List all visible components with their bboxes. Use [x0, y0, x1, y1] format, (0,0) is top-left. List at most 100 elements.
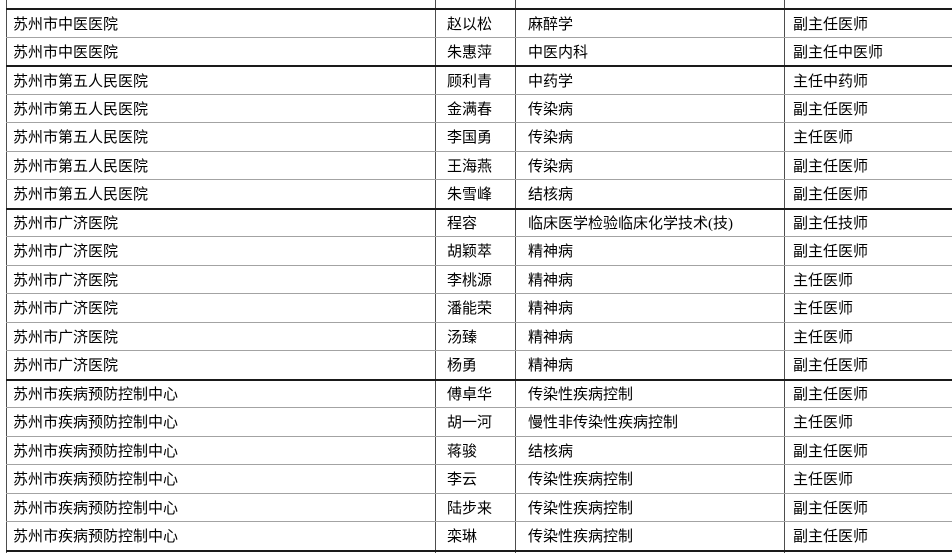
table-row: 苏州市第五人民医院 顾利青 中药学 主任中药师 [6, 65, 952, 94]
table-row: 苏州市广济医院 杨勇 精神病 副主任医师 [6, 350, 952, 379]
specialty-cell: 精神病 [515, 294, 784, 322]
specialty-cell: 精神病 [515, 265, 784, 293]
title-cell: 副主任医师 [784, 522, 952, 550]
partial-row-bottom [6, 549, 952, 553]
name-cell [435, 551, 515, 553]
name-cell: 胡一河 [435, 408, 515, 436]
title-cell: 副主任医师 [784, 237, 952, 265]
title-cell: 副主任医师 [784, 351, 952, 379]
specialty-cell: 结核病 [515, 180, 784, 208]
name-cell: 潘能荣 [435, 294, 515, 322]
title-cell: 主任中药师 [784, 67, 952, 94]
title-cell: 主任医师 [784, 322, 952, 350]
specialty-cell: 传染性疾病控制 [515, 493, 784, 521]
table-row: 苏州市广济医院 胡颖萃 精神病 副主任医师 [6, 236, 952, 265]
table-row: 苏州市广济医院 潘能荣 精神病 主任医师 [6, 293, 952, 322]
hospital-cell: 苏州市广济医院 [6, 351, 435, 379]
name-cell: 李云 [435, 465, 515, 493]
table-row: 苏州市疾病预防控制中心 陆步来 传染性疾病控制 副主任医师 [6, 492, 952, 521]
name-cell: 金满春 [435, 94, 515, 122]
title-cell: 副主任医师 [784, 436, 952, 464]
hospital-cell: 苏州市疾病预防控制中心 [6, 465, 435, 493]
table-row: 苏州市中医医院 赵以松 麻醉学 副主任医师 [6, 8, 952, 37]
specialty-cell: 精神病 [515, 237, 784, 265]
title-cell: 主任医师 [784, 294, 952, 322]
name-cell: 王海燕 [435, 151, 515, 179]
name-cell: 顾利青 [435, 67, 515, 94]
hospital-cell: 苏州市第五人民医院 [6, 123, 435, 151]
name-cell: 胡颖萃 [435, 237, 515, 265]
specialty-cell: 传染性疾病控制 [515, 465, 784, 493]
name-cell: 李桃源 [435, 265, 515, 293]
table-row: 苏州市疾病预防控制中心 胡一河 慢性非传染性疾病控制 主任医师 [6, 407, 952, 436]
hospital-cell: 苏州市第五人民医院 [6, 94, 435, 122]
title-cell: 主任医师 [784, 123, 952, 151]
name-cell: 汤臻 [435, 322, 515, 350]
title-cell [784, 551, 952, 553]
specialty-cell [515, 0, 784, 8]
specialty-cell: 传染病 [515, 94, 784, 122]
title-cell: 副主任技师 [784, 209, 952, 236]
name-cell: 程容 [435, 209, 515, 236]
name-cell: 陆步来 [435, 493, 515, 521]
table-row: 苏州市第五人民医院 朱雪峰 结核病 副主任医师 [6, 179, 952, 208]
specialty-cell: 传染性疾病控制 [515, 522, 784, 550]
specialty-cell: 临床医学检验临床化学技术(技) [515, 209, 784, 236]
specialty-cell: 传染病 [515, 151, 784, 179]
hospital-cell: 苏州市疾病预防控制中心 [6, 493, 435, 521]
name-cell: 李国勇 [435, 123, 515, 151]
specialty-cell [515, 551, 784, 553]
specialty-cell: 中药学 [515, 67, 784, 94]
title-cell: 主任医师 [784, 408, 952, 436]
specialty-cell: 中医内科 [515, 37, 784, 65]
specialty-cell: 传染病 [515, 123, 784, 151]
title-cell: 副主任医师 [784, 94, 952, 122]
hospital-cell: 苏州市中医医院 [6, 10, 435, 37]
title-cell: 主任医师 [784, 465, 952, 493]
hospital-cell: 苏州市广济医院 [6, 294, 435, 322]
hospital-cell: 苏州市疾病预防控制中心 [6, 408, 435, 436]
table-row: 苏州市第五人民医院 李国勇 传染病 主任医师 [6, 122, 952, 151]
title-cell: 副主任医师 [784, 151, 952, 179]
specialty-cell: 麻醉学 [515, 10, 784, 37]
table-row: 苏州市广济医院 程容 临床医学检验临床化学技术(技) 副主任技师 [6, 207, 952, 236]
hospital-cell: 苏州市疾病预防控制中心 [6, 522, 435, 550]
table-row: 苏州市疾病预防控制中心 李云 传染性疾病控制 主任医师 [6, 464, 952, 493]
title-cell [784, 0, 952, 8]
specialty-cell: 精神病 [515, 322, 784, 350]
hospital-cell: 苏州市第五人民医院 [6, 67, 435, 94]
table-row: 苏州市第五人民医院 王海燕 传染病 副主任医师 [6, 150, 952, 179]
name-cell: 赵以松 [435, 10, 515, 37]
name-cell: 朱雪峰 [435, 180, 515, 208]
table-row: 苏州市第五人民医院 金满春 传染病 副主任医师 [6, 93, 952, 122]
hospital-cell: 苏州市第五人民医院 [6, 151, 435, 179]
specialty-cell: 结核病 [515, 436, 784, 464]
table-row: 苏州市疾病预防控制中心 蒋骏 结核病 副主任医师 [6, 435, 952, 464]
name-cell: 蒋骏 [435, 436, 515, 464]
table-row: 苏州市中医医院 朱惠萍 中医内科 副主任中医师 [6, 36, 952, 65]
hospital-cell [6, 0, 435, 8]
title-cell: 副主任医师 [784, 493, 952, 521]
title-cell: 副主任医师 [784, 10, 952, 37]
hospital-cell: 苏州市疾病预防控制中心 [6, 380, 435, 407]
hospital-cell: 苏州市广济医院 [6, 209, 435, 236]
title-cell: 主任医师 [784, 265, 952, 293]
hospital-cell: 苏州市广济医院 [6, 237, 435, 265]
name-cell: 朱惠萍 [435, 37, 515, 65]
name-cell: 傅卓华 [435, 380, 515, 407]
table-row: 苏州市广济医院 汤臻 精神病 主任医师 [6, 321, 952, 350]
hospital-cell: 苏州市广济医院 [6, 322, 435, 350]
title-cell: 副主任医师 [784, 180, 952, 208]
hospital-cell [6, 551, 435, 553]
table-row: 苏州市疾病预防控制中心 傅卓华 传染性疾病控制 副主任医师 [6, 378, 952, 407]
partial-row-top [6, 0, 952, 8]
hospital-cell: 苏州市广济医院 [6, 265, 435, 293]
specialty-cell: 精神病 [515, 351, 784, 379]
name-cell: 栾琳 [435, 522, 515, 550]
title-cell: 副主任医师 [784, 380, 952, 407]
table-row: 苏州市广济医院 李桃源 精神病 主任医师 [6, 264, 952, 293]
hospital-cell: 苏州市第五人民医院 [6, 180, 435, 208]
name-cell [435, 0, 515, 8]
